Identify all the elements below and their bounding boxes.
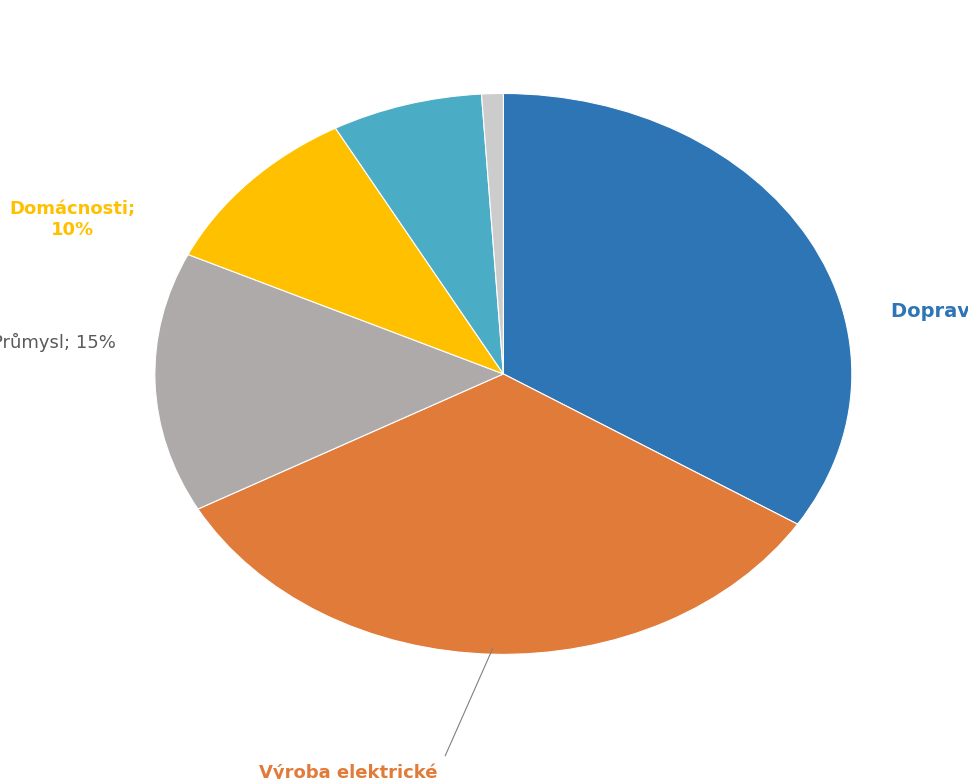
- Wedge shape: [155, 255, 503, 509]
- Text: Výroba elektrické
energie; 33%: Výroba elektrické energie; 33%: [259, 763, 438, 779]
- Text: Doprava; 34%: Doprava; 34%: [891, 302, 968, 321]
- Wedge shape: [188, 129, 503, 374]
- Wedge shape: [503, 93, 852, 524]
- Wedge shape: [481, 93, 503, 374]
- Text: Domácnosti;
10%: Domácnosti; 10%: [10, 200, 136, 239]
- Wedge shape: [198, 374, 798, 654]
- Text: Průmysl; 15%: Průmysl; 15%: [0, 333, 116, 352]
- Wedge shape: [336, 94, 503, 374]
